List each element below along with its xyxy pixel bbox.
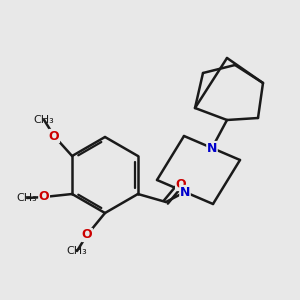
- Text: CH₃: CH₃: [34, 115, 55, 125]
- Text: CH₃: CH₃: [17, 193, 38, 203]
- Text: N: N: [180, 185, 190, 199]
- Text: O: O: [39, 190, 50, 203]
- Text: O: O: [49, 130, 59, 142]
- Text: O: O: [176, 178, 186, 190]
- Text: N: N: [207, 142, 217, 154]
- Text: CH₃: CH₃: [67, 246, 87, 256]
- Text: O: O: [82, 229, 92, 242]
